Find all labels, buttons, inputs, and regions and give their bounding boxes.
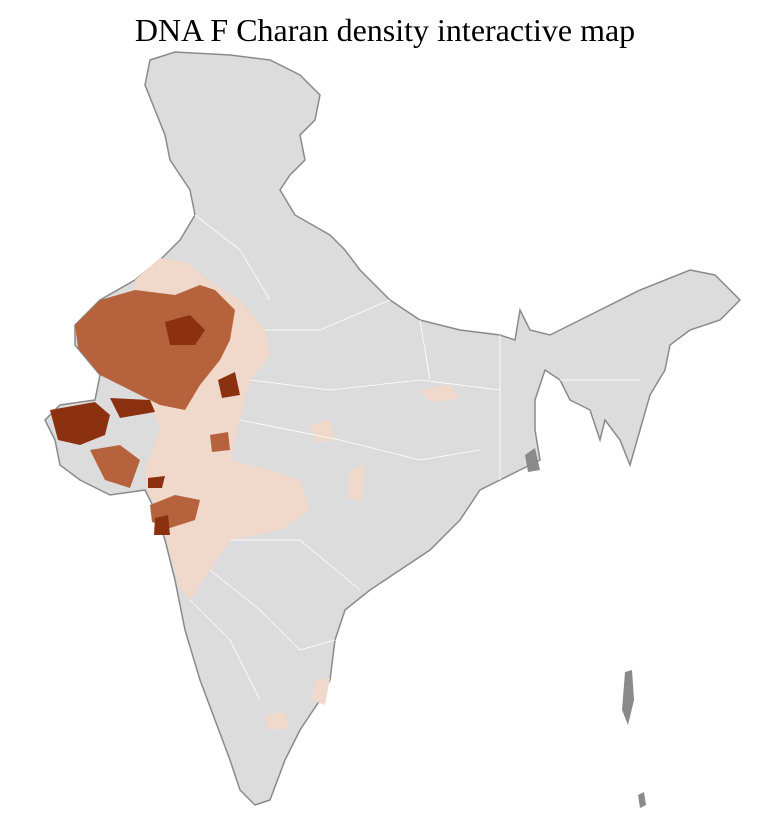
country-shape [44,51,742,806]
region-light [420,385,460,402]
region-medium [210,432,230,452]
region-dark [218,372,240,398]
state-border [189,214,640,701]
region-medium [90,445,140,488]
region-dark [165,315,205,345]
region-dark [148,476,165,488]
region-dark [50,402,110,445]
region-light [348,465,365,500]
region-medium [75,285,235,410]
island [622,670,634,725]
island [638,792,646,808]
map-title: DNA F Charan density interactive map [134,12,636,48]
region-dark [154,515,170,535]
region-light [312,678,330,705]
region-dark [110,398,155,418]
island [525,448,540,472]
region-light [265,712,288,730]
region-light [310,420,335,442]
